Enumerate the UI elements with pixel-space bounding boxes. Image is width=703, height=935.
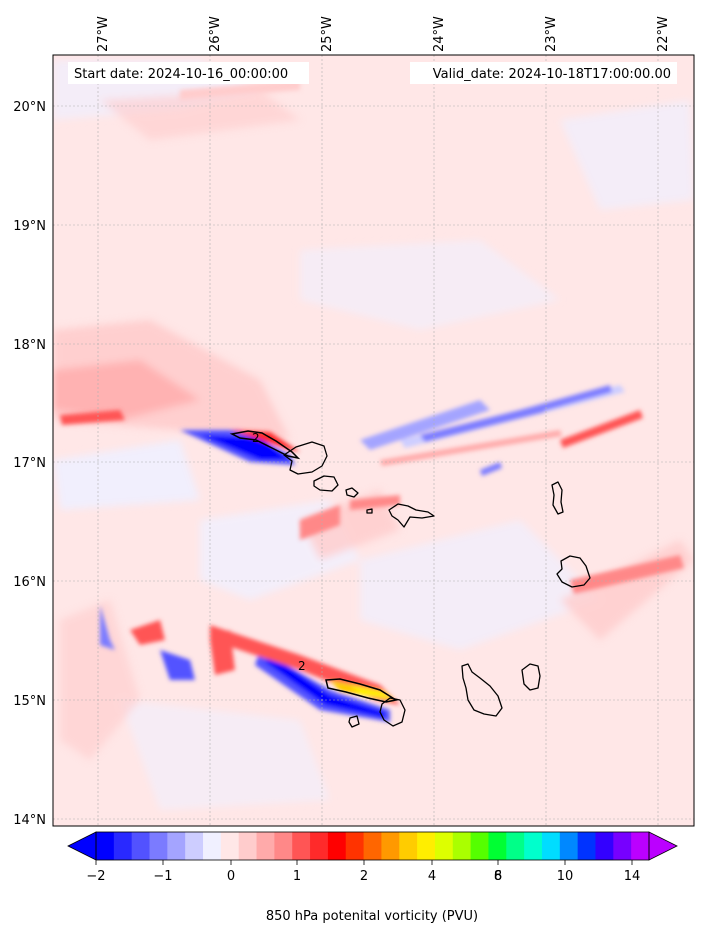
island-branco bbox=[366, 508, 373, 514]
island-sao-vicente bbox=[313, 475, 339, 492]
island-santo-antao bbox=[283, 441, 328, 475]
map-frame bbox=[52, 54, 695, 827]
colorbar-extend-high bbox=[648, 831, 678, 861]
colorbar-segment bbox=[506, 832, 525, 860]
colorbar-tick-label: 14 bbox=[624, 869, 641, 884]
colorbar-segment bbox=[256, 832, 275, 860]
start-date-text: Start date: 2024-10-16_00:00:00 bbox=[74, 67, 288, 82]
colorbar-tick-label: −2 bbox=[86, 869, 105, 884]
colorbar: −2 −1 0 1 2 4 68 10 14 850 hPa potenital vortici… bbox=[67, 831, 678, 924]
lat-label: 14°N bbox=[13, 813, 46, 828]
colorbar-segment bbox=[167, 832, 186, 860]
colorbar-tick-label: 4 bbox=[428, 869, 436, 884]
contour-label-north: 2 bbox=[252, 431, 260, 445]
colorbar-segment bbox=[524, 832, 543, 860]
colorbar-segment bbox=[470, 832, 489, 860]
colorbar-tick-label: −1 bbox=[153, 869, 172, 884]
map-panel: 2 2 Start date: 2024-10-16_00:00:00 Vali… bbox=[53, 55, 694, 826]
lat-label: 17°N bbox=[13, 456, 46, 471]
contour-north bbox=[229, 430, 301, 460]
pv-band-south bbox=[100, 605, 400, 722]
colorbar-tick-label: 2 bbox=[360, 869, 368, 884]
island-boa-vista bbox=[556, 555, 591, 588]
colorbar-tick-label: 0 bbox=[227, 869, 235, 884]
colorbar-segment bbox=[363, 832, 382, 860]
lon-label: 24°W bbox=[432, 16, 447, 52]
lat-label: 15°N bbox=[13, 694, 46, 709]
island-sal bbox=[551, 481, 564, 515]
colorbar-tick-label: 6 bbox=[494, 869, 502, 884]
island-brava bbox=[348, 715, 360, 728]
graticule bbox=[53, 55, 694, 826]
colorbar-segment bbox=[434, 832, 454, 860]
lon-label: 22°W bbox=[656, 16, 671, 52]
colorbar-segment bbox=[327, 832, 347, 860]
lat-label: 16°N bbox=[13, 575, 46, 590]
lat-label: 20°N bbox=[13, 100, 46, 115]
colorbar-tick-label: 10 bbox=[557, 869, 574, 884]
colorbar-segment bbox=[131, 832, 151, 860]
island-santa-luzia bbox=[345, 487, 359, 498]
pv-field-weak bbox=[53, 60, 694, 810]
colorbar-segment bbox=[220, 832, 240, 860]
colorbar-segment bbox=[577, 832, 596, 860]
contour-label-south: 2 bbox=[298, 659, 306, 673]
colorbar-tick-label: 1 bbox=[293, 869, 301, 884]
lat-label: 19°N bbox=[13, 219, 46, 234]
lon-label: 23°W bbox=[544, 16, 559, 52]
lon-label: 26°W bbox=[208, 16, 223, 52]
colorbar-frame bbox=[95, 831, 650, 861]
lat-axis: 20°N 19°N 18°N 17°N 16°N 15°N 14°N bbox=[13, 100, 46, 828]
lon-label: 27°W bbox=[96, 16, 111, 52]
start-date-box bbox=[68, 62, 309, 84]
colorbar-segment bbox=[417, 832, 436, 860]
colorbar-segment bbox=[613, 832, 632, 860]
colorbar-segment bbox=[149, 832, 168, 860]
colorbar-ticks: −2 −1 0 1 2 4 68 10 14 bbox=[86, 860, 640, 884]
colorbar-segment bbox=[559, 832, 579, 860]
colorbar-segment bbox=[381, 832, 400, 860]
colorbar-tick-label: 8 bbox=[494, 869, 502, 884]
colorbar-segment bbox=[203, 832, 222, 860]
colorbar-segment bbox=[113, 832, 133, 860]
colorbar-segment bbox=[238, 832, 258, 860]
colorbar-segment bbox=[595, 832, 614, 860]
colorbar-segment bbox=[185, 832, 204, 860]
colorbar-title: 850 hPa potenital vorticity (PVU) bbox=[266, 909, 478, 924]
colorbar-segment bbox=[96, 832, 115, 860]
island-santiago bbox=[461, 663, 503, 717]
pv-band-north bbox=[180, 430, 300, 465]
colorbar-segment bbox=[452, 832, 472, 860]
valid-date-text: Valid_date: 2024-10-18T17:00:00.00 bbox=[433, 67, 671, 82]
colorbar-segment bbox=[399, 832, 418, 860]
island-fogo bbox=[379, 697, 406, 727]
colorbar-segment bbox=[488, 832, 507, 860]
colorbar-extend-low bbox=[67, 831, 97, 861]
valid-date-box bbox=[410, 62, 677, 84]
colorbar-segment bbox=[310, 832, 329, 860]
pv-contours bbox=[229, 430, 398, 703]
colorbar-segment bbox=[541, 832, 561, 860]
colorbar-segment bbox=[631, 832, 650, 860]
colorbar-segment bbox=[292, 832, 311, 860]
colorbar-segment bbox=[345, 832, 365, 860]
pv-streaks bbox=[60, 80, 684, 594]
lon-axis: 27°W 26°W 25°W 24°W 23°W 22°W bbox=[96, 16, 671, 52]
colorbar-segments bbox=[96, 832, 650, 860]
island-sao-nicolau bbox=[388, 503, 435, 528]
island-maio bbox=[521, 663, 541, 691]
lon-label: 25°W bbox=[320, 16, 335, 52]
lat-label: 18°N bbox=[13, 338, 46, 353]
contour-south bbox=[325, 678, 398, 703]
colorbar-segment bbox=[274, 832, 293, 860]
coastlines bbox=[283, 441, 591, 728]
